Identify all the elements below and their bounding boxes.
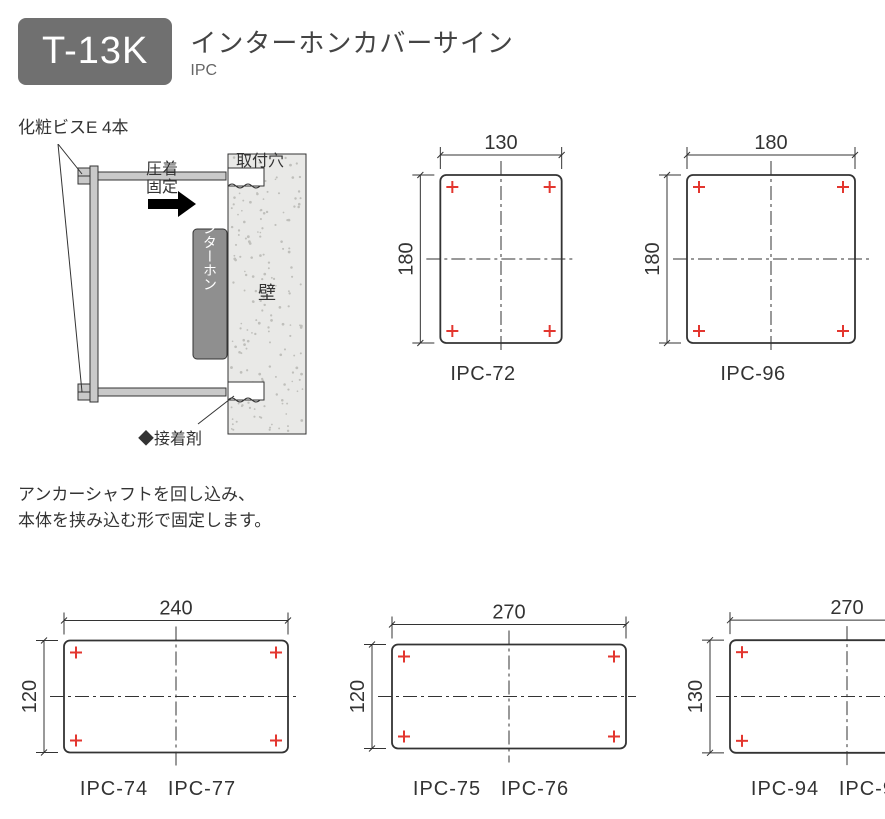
product-title: インターホンカバーサイン <box>190 23 513 60</box>
svg-text:270: 270 <box>492 602 525 624</box>
svg-text:130: 130 <box>484 133 517 154</box>
label-ipc-95: IPC-95 <box>839 778 885 800</box>
plate-ipc-94-95: 270 130 IPC-94 IPC-95 <box>684 593 885 801</box>
svg-text:180: 180 <box>642 242 664 275</box>
header: T-13K インターホンカバーサイン IPC <box>18 18 867 85</box>
plate-ipc-74-77: 240 120 IPC-74 IPC-77 <box>18 593 298 801</box>
row-2: 240 120 IPC-74 IPC-77 270 120 IPC-75 IPC-7… <box>18 593 867 801</box>
svg-text:◆接着剤: ◆接着剤 <box>138 430 202 448</box>
svg-text:固定: 固定 <box>146 178 178 196</box>
plate-ipc-75-76: 270 120 IPC-75 IPC-76 <box>346 593 636 801</box>
label-ipc-94: IPC-94 <box>751 778 819 800</box>
svg-text:180: 180 <box>395 242 417 275</box>
product-code-badge: T-13K <box>18 18 172 85</box>
svg-text:取付穴: 取付穴 <box>236 152 284 170</box>
plate-ipc-96-label: IPC-96 <box>720 363 785 386</box>
installation-diagram: インターホン 圧着固定 取付穴壁 ◆接着剤 <box>18 144 338 474</box>
label-ipc-74: IPC-74 <box>80 778 148 800</box>
plate-ipc-72-label: IPC-72 <box>450 363 515 386</box>
svg-text:240: 240 <box>159 598 192 620</box>
plate-ipc-75-76-label: IPC-75 IPC-76 <box>413 778 569 801</box>
plate-ipc-72-svg: 130 180 <box>378 133 588 353</box>
installation-diagram-area: 化粧ビスE 4本 インターホン 圧着固定 取付穴壁 ◆接着剤 アンカーシャフトを回し込… <box>18 113 338 533</box>
label-ipc-77: IPC-77 <box>168 778 236 800</box>
svg-text:圧着: 圧着 <box>146 160 178 178</box>
product-subtitle: IPC <box>190 62 513 80</box>
plate-ipc-74-77-label: IPC-74 IPC-77 <box>80 778 236 801</box>
installation-caption: アンカーシャフトを回し込み、本体を挟み込む形で固定します。 <box>18 482 338 533</box>
plate-ipc-75-76-svg: 270 120 <box>346 593 636 768</box>
plate-ipc-96: 180 180 IPC-96 <box>628 133 878 386</box>
svg-text:270: 270 <box>830 597 863 619</box>
plate-ipc-72: 130 180 IPC-72 <box>378 133 588 386</box>
svg-text:インターホン: インターホン <box>202 207 218 291</box>
svg-text:130: 130 <box>685 680 707 713</box>
row-1: 化粧ビスE 4本 インターホン 圧着固定 取付穴壁 ◆接着剤 アンカーシャフトを回し込… <box>18 113 867 533</box>
svg-text:120: 120 <box>19 680 41 713</box>
svg-text:180: 180 <box>754 133 787 154</box>
title-block: インターホンカバーサイン IPC <box>190 23 513 80</box>
label-ipc-76: IPC-76 <box>501 778 569 800</box>
svg-text:120: 120 <box>347 680 369 713</box>
screw-label: 化粧ビスE 4本 <box>18 113 338 138</box>
plate-ipc-94-95-svg: 270 130 <box>684 593 885 768</box>
label-ipc-75: IPC-75 <box>413 778 481 800</box>
plate-ipc-94-95-label: IPC-94 IPC-95 <box>751 778 885 801</box>
plate-ipc-74-77-svg: 240 120 <box>18 593 298 768</box>
plate-ipc-96-svg: 180 180 <box>628 133 878 353</box>
svg-text:壁: 壁 <box>258 283 276 303</box>
